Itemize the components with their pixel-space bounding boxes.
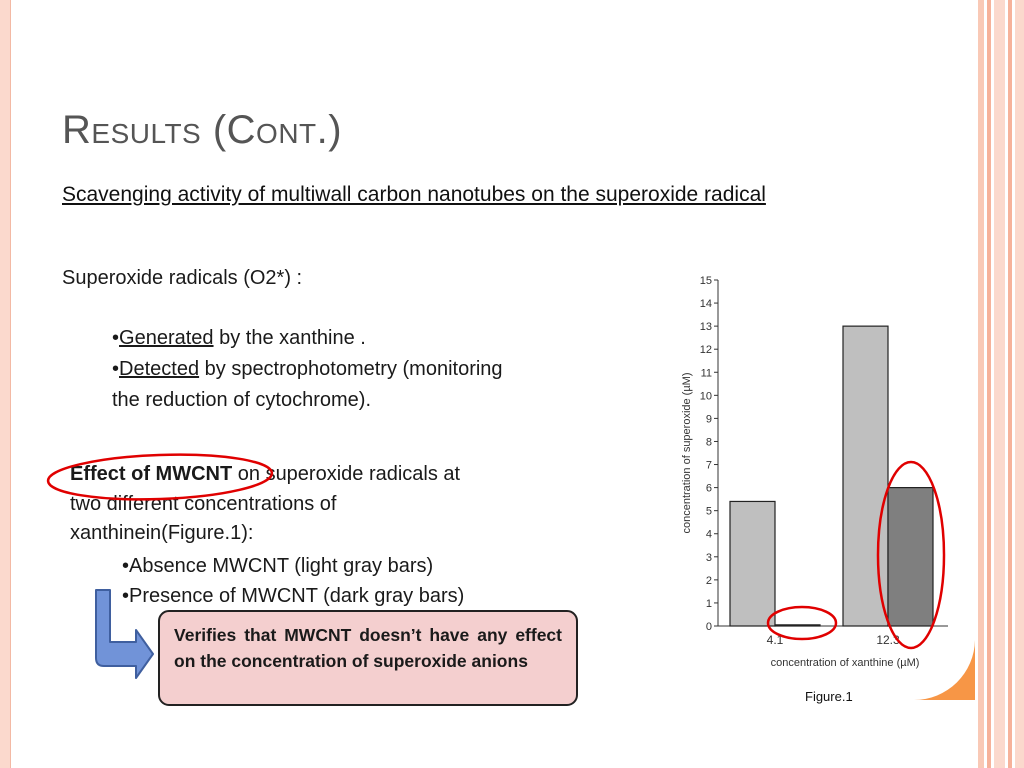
y-tick-label: 12 [700,344,712,356]
effect-line-1-rest: on superoxide radicals at [232,463,461,485]
intro-text: Superoxide radicals (O2*) : [62,267,303,289]
effect-line-3: xanthinein(Figure.1): [70,522,254,544]
right-stripe-1 [978,0,984,768]
effect-item-absence: •Absence MWCNT (light gray bars) [122,555,434,577]
right-stripe-2 [987,0,991,768]
y-tick-label: 13 [700,321,712,333]
effect-line-1: Effect of MWCNT on superoxide radicals a… [70,460,460,489]
bullet-term-generated: Generated [119,327,214,349]
highlight-ellipse-effect [46,453,274,501]
y-tick-label: 8 [706,436,712,448]
bar-4.1-series2 [774,624,821,627]
bar-12.3-series2 [887,487,934,627]
y-tick-label: 3 [706,552,712,564]
y-tick-label: 5 [706,506,712,518]
right-stripe-4 [1008,0,1012,768]
y-tick-label: 10 [700,390,712,402]
right-stripe-5 [1015,0,1024,768]
bent-arrow-icon [95,589,154,679]
effect-bold: Effect of MWCNT [70,463,233,485]
y-tick-label: 14 [700,298,712,310]
highlight-ellipse-low-bar [766,605,838,641]
y-tick-label: 7 [706,460,712,472]
y-tick-label: 1 [706,598,712,610]
bullet-text-detected: by spectrophotometry (monitoring [199,358,503,380]
y-tick-label: 15 [700,275,712,287]
y-axis-label: concentration of superoxide (µM) [681,372,693,533]
y-tick-label: 11 [701,367,712,379]
y-tick-label: 2 [706,575,712,587]
right-stripe-3 [994,0,1005,768]
x-tick-label: 4.1 [767,633,784,647]
bullet-detected-cont: the reduction of cytochrome). [112,389,372,411]
left-frame-border [0,0,11,768]
bullet-detected: •Detected by spectrophotometry (monitori… [112,355,503,384]
slide-subtitle: Scavenging activity of multiwall carbon … [62,183,766,206]
y-tick-label: 0 [706,621,712,633]
figure-caption: Figure.1 [805,689,853,704]
slide-title: Results (Cont.) [62,108,343,152]
corner-accent-shape [914,640,975,700]
x-axis-label: concentration of xanthine (µM) [771,657,920,669]
callout-box: Verifies that MWCNT doesn’t have any eff… [158,610,578,706]
bullet-text-generated: by the xanthine . [213,327,366,349]
y-tick-label: 9 [706,413,712,425]
bar-4.1-series1 [729,500,776,627]
effect-item-presence: •Presence of MWCNT (dark gray bars) [122,585,465,607]
bullet-marker: • [112,327,120,349]
highlight-ellipse-dark-bar [876,460,946,650]
bullet-generated: •Generated by the xanthine . [112,324,366,353]
y-tick-label: 6 [706,483,712,495]
bullet-term-detected: Detected [119,358,200,380]
y-tick-label: 4 [706,529,712,541]
bullet-marker: • [112,358,120,380]
bar-12.3-series1 [842,325,889,627]
